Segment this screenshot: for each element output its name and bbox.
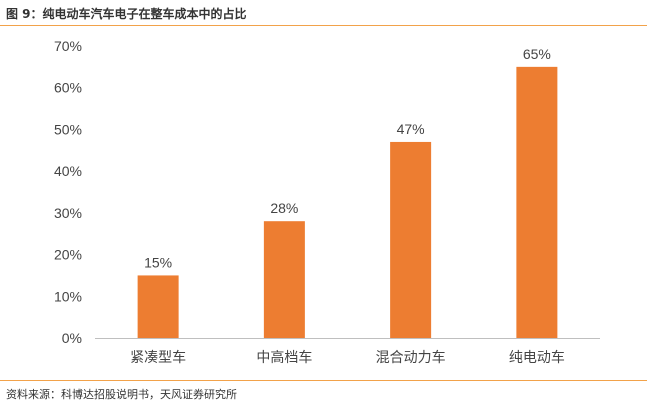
y-tick-label: 20% — [54, 247, 82, 263]
x-category-label: 中高档车 — [256, 349, 312, 366]
y-tick-label: 30% — [54, 205, 82, 221]
x-category-label: 混合动力车 — [376, 349, 446, 366]
y-tick-label: 40% — [54, 163, 82, 179]
data-labels: 15% 28% 47% 65% — [144, 46, 551, 271]
data-label: 47% — [397, 121, 425, 137]
x-category-label: 紧凑型车 — [130, 349, 186, 366]
bar — [263, 221, 305, 338]
y-tick-label: 50% — [54, 121, 82, 137]
bar — [137, 275, 179, 338]
title-divider — [0, 25, 647, 26]
y-axis-ticks: 0% 10% 20% 30% 40% 50% 60% 70% — [54, 38, 82, 346]
data-label: 15% — [144, 254, 172, 270]
x-category-label: 纯电动车 — [509, 349, 565, 366]
x-axis-categories: 紧凑型车 中高档车 混合动力车 纯电动车 — [130, 349, 565, 366]
bar — [390, 141, 432, 338]
y-tick-label: 70% — [54, 38, 82, 54]
y-tick-label: 10% — [54, 288, 82, 304]
data-label: 28% — [270, 200, 298, 216]
bar-chart: 0% 10% 20% 30% 40% 50% 60% 70% 紧凑型车 中高档车 混合动力车 纯电动… — [54, 38, 600, 366]
y-tick-label: 0% — [62, 330, 82, 346]
bars — [137, 66, 558, 338]
y-tick-label: 60% — [54, 80, 82, 96]
source-divider — [0, 380, 647, 381]
source-note: 资料来源：科博达招股说明书，天风证券研究所 — [6, 388, 237, 401]
data-label: 65% — [523, 46, 551, 62]
bar — [516, 66, 558, 338]
figure-title: 图 9：纯电动车汽车电子在整车成本中的占比 — [6, 7, 247, 21]
